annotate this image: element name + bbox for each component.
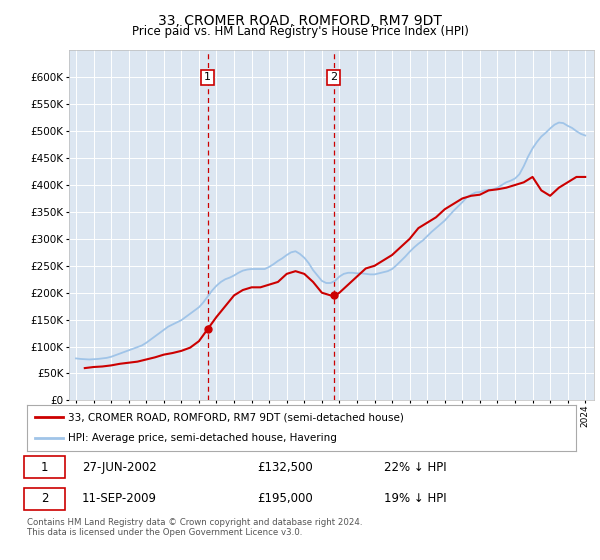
FancyBboxPatch shape: [24, 456, 65, 478]
Text: Price paid vs. HM Land Registry's House Price Index (HPI): Price paid vs. HM Land Registry's House …: [131, 25, 469, 38]
Text: Contains HM Land Registry data © Crown copyright and database right 2024.
This d: Contains HM Land Registry data © Crown c…: [27, 518, 362, 538]
Text: 2: 2: [330, 72, 337, 82]
Text: £132,500: £132,500: [257, 461, 313, 474]
Text: 33, CROMER ROAD, ROMFORD, RM7 9DT (semi-detached house): 33, CROMER ROAD, ROMFORD, RM7 9DT (semi-…: [68, 412, 404, 422]
Text: 11-SEP-2009: 11-SEP-2009: [82, 492, 157, 505]
Text: 19% ↓ HPI: 19% ↓ HPI: [384, 492, 446, 505]
Text: 33, CROMER ROAD, ROMFORD, RM7 9DT: 33, CROMER ROAD, ROMFORD, RM7 9DT: [158, 14, 442, 28]
Text: 2: 2: [41, 492, 49, 505]
Text: 1: 1: [41, 461, 49, 474]
Text: 1: 1: [204, 72, 211, 82]
Text: £195,000: £195,000: [257, 492, 313, 505]
FancyBboxPatch shape: [24, 488, 65, 510]
Text: 27-JUN-2002: 27-JUN-2002: [82, 461, 157, 474]
Text: HPI: Average price, semi-detached house, Havering: HPI: Average price, semi-detached house,…: [68, 433, 337, 444]
Text: 22% ↓ HPI: 22% ↓ HPI: [384, 461, 446, 474]
